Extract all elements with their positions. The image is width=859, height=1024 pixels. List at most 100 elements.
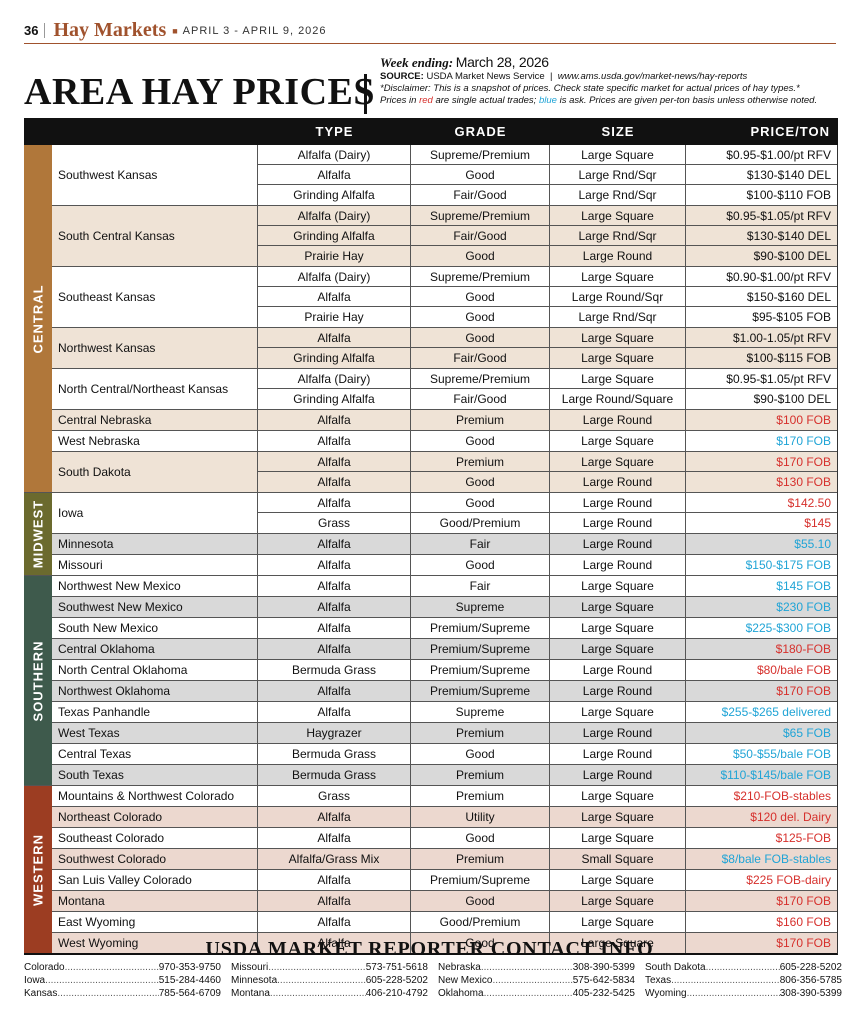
contact-column: Missouri 573-751-5618 Minnesota 605-228-520… xyxy=(231,961,438,1000)
table-row: Alfalfa Good Large Rnd/Sqr $130-$140 DEL xyxy=(258,165,837,185)
size-cell: Small Square xyxy=(550,849,686,869)
region-name: South Dakota xyxy=(52,452,258,492)
report-meta: Week ending: March 28, 2026 SOURCE: USDA… xyxy=(380,55,840,107)
size-cell: Large Square xyxy=(550,702,686,722)
size-cell: Large Square xyxy=(550,145,686,164)
table-row: Alfalfa Good Large Round $142.50 xyxy=(258,493,837,513)
contact-phone: 573-751-5618 xyxy=(365,962,428,973)
region-group: Southeast Colorado Alfalfa Good Large Squar… xyxy=(52,828,837,849)
grade-cell: Premium xyxy=(411,410,550,430)
type-cell: Alfalfa xyxy=(258,534,411,554)
region-group: South Texas Bermuda Grass Premium Large Rou… xyxy=(52,765,837,785)
region-name: East Wyoming xyxy=(52,912,258,932)
contact-row: Texas 806-356-5785 xyxy=(645,974,842,987)
table-row: Alfalfa/Grass Mix Premium Small Square $8/b… xyxy=(258,849,837,869)
price-cell: $100 FOB xyxy=(776,413,831,427)
table-row: Bermuda Grass Premium Large Round $110-$145… xyxy=(258,765,837,785)
section-southern: SOUTHERN Northwest New Mexico Alfalfa Fair L… xyxy=(24,576,837,786)
type-cell: Alfalfa xyxy=(258,165,411,184)
price-cell: $130 FOB xyxy=(776,475,831,489)
table-row: Alfalfa Good Large Square $170 FOB xyxy=(258,891,837,911)
price-cell: $225-$300 FOB xyxy=(745,621,831,635)
grade-cell: Premium/Supreme xyxy=(411,660,550,680)
table-body: CENTRAL Southwest Kansas Alfalfa (Dairy) Su… xyxy=(24,145,838,955)
region-name: Central Nebraska xyxy=(52,410,258,430)
source-text: USDA Market News Service xyxy=(426,71,545,82)
type-cell: Alfalfa xyxy=(258,555,411,575)
table-row: Alfalfa Good Large Round $130 FOB xyxy=(258,472,837,492)
note-prefix: Prices in xyxy=(380,95,417,106)
contact-phone: 970-353-9750 xyxy=(158,962,221,973)
contact-column: Colorado970-353-9750Iowa515-284-4460Kans… xyxy=(24,961,231,1000)
grade-cell: Good xyxy=(411,472,550,492)
page-title: AREA HAY PRICES xyxy=(24,71,375,113)
type-cell: Alfalfa (Dairy) xyxy=(258,369,411,388)
region-rows: Alfalfa Supreme Large Square $230 FOB xyxy=(258,597,837,617)
region-group: Northwest Oklahoma Alfalfa Premium/Supreme… xyxy=(52,681,837,702)
section-label: MIDWEST xyxy=(30,499,46,569)
region-group: Montana Alfalfa Good Large Square $170 FOB xyxy=(52,891,837,912)
region-group: West Nebraska Alfalfa Good Large Square $170… xyxy=(52,431,837,452)
price-cell: $145 FOB xyxy=(776,579,831,593)
region-group: Northwest Kansas Alfalfa Good Large Square $… xyxy=(52,328,837,369)
table-row: Alfalfa Premium Large Square $170 FOB xyxy=(258,452,837,472)
grade-cell: Fair/Good xyxy=(411,389,550,409)
contact-phone: 605-228-5202 xyxy=(365,975,428,986)
type-cell: Alfalfa xyxy=(258,828,411,848)
grade-cell: Good/Premium xyxy=(411,912,550,932)
region-rows: Alfalfa Fair Large Square $145 FOB xyxy=(258,576,837,596)
type-cell: Bermuda Grass xyxy=(258,744,411,764)
region-rows: Alfalfa (Dairy) Supreme/Premium Large Squa… xyxy=(258,145,837,205)
type-cell: Prairie Hay xyxy=(258,246,411,266)
region-name: South Central Kansas xyxy=(52,206,258,266)
price-cell: $95-$105 FOB xyxy=(752,310,831,324)
contact-row: New Mexico 575-642-5834 xyxy=(438,974,635,987)
region-rows: Alfalfa Premium/Supreme Large Round $170 FO… xyxy=(258,681,837,701)
type-cell: Alfalfa/Grass Mix xyxy=(258,849,411,869)
grade-cell: Good xyxy=(411,891,550,911)
size-cell: Large Square xyxy=(550,452,686,471)
region-group: Central Oklahoma Alfalfa Premium/Supreme La… xyxy=(52,639,837,660)
page-header: 36 Hay Markets ■ APRIL 3 - APRIL 9, 2026 xyxy=(24,18,836,44)
contact-row: Wyoming 308-390-5399 xyxy=(645,987,842,1000)
size-cell: Large Square xyxy=(550,807,686,827)
region-rows: Alfalfa Good Large Square $1.00-1.05/pt RFV… xyxy=(258,328,837,368)
contact-phone: 405-232-5425 xyxy=(572,988,635,999)
type-cell: Prairie Hay xyxy=(258,307,411,327)
price-cell: $110-$145/bale FOB xyxy=(720,768,831,782)
header-grade: GRADE xyxy=(454,124,507,139)
contact-column: South Dakota 605-228-5202 Texas 806-356-578… xyxy=(645,961,852,1000)
type-cell: Grass xyxy=(258,513,411,533)
type-cell: Alfalfa (Dairy) xyxy=(258,145,411,164)
table-row: Grass Premium Large Square $210-FOB-stables xyxy=(258,786,837,806)
type-cell: Alfalfa xyxy=(258,597,411,617)
region-group: Northwest New Mexico Alfalfa Fair Large Squ… xyxy=(52,576,837,597)
size-cell: Large Square xyxy=(550,786,686,806)
table-row: Haygrazer Premium Large Round $65 FOB xyxy=(258,723,837,743)
type-cell: Alfalfa xyxy=(258,452,411,471)
source-url[interactable]: www.ams.usda.gov/market-news/hay-reports xyxy=(557,71,748,82)
type-cell: Bermuda Grass xyxy=(258,765,411,785)
table-row: Alfalfa (Dairy) Supreme/Premium Large Squa… xyxy=(258,145,837,165)
type-cell: Alfalfa xyxy=(258,639,411,659)
size-cell: Large Square xyxy=(550,348,686,368)
dot-leader xyxy=(671,974,780,987)
table-row: Alfalfa Utility Large Square $120 del. Dair… xyxy=(258,807,837,827)
grade-cell: Premium xyxy=(411,849,550,869)
grade-cell: Fair xyxy=(411,534,550,554)
table-row: Alfalfa Good Large Square $170 FOB xyxy=(258,933,837,953)
region-rows: Alfalfa Fair Large Round $55.10 xyxy=(258,534,837,554)
region-group: North Central/Northeast Kansas Alfalfa (D… xyxy=(52,369,837,410)
section-band: SOUTHERN xyxy=(24,576,52,785)
contact-state: Iowa xyxy=(24,975,46,986)
price-cell: $90-$100 DEL xyxy=(753,249,831,263)
table-row: Alfalfa (Dairy) Supreme/Premium Large Squa… xyxy=(258,206,837,226)
grade-cell: Good xyxy=(411,431,550,451)
grade-cell: Good/Premium xyxy=(411,513,550,533)
region-group: Southeast Kansas Alfalfa (Dairy) Supreme/P… xyxy=(52,267,837,328)
table-row: Alfalfa Fair Large Round $55.10 xyxy=(258,534,837,554)
table-row: Alfalfa Good Large Round/Sqr $150-$160 DEL xyxy=(258,287,837,307)
type-cell: Grinding Alfalfa xyxy=(258,185,411,205)
note-blue: blue xyxy=(538,95,557,106)
type-cell: Alfalfa xyxy=(258,576,411,596)
